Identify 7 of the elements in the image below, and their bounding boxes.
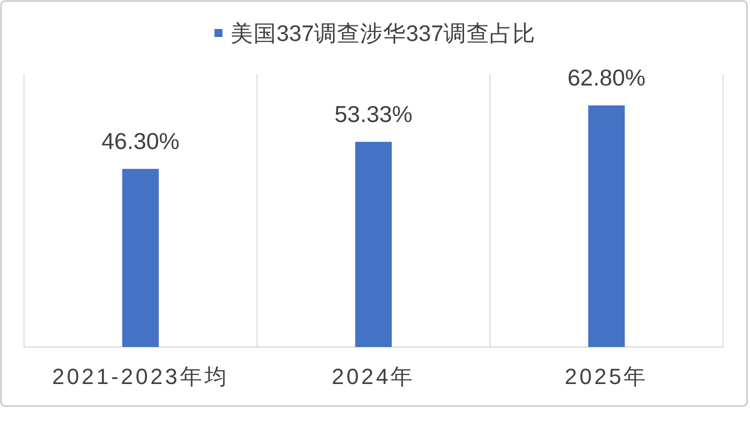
data-label: 53.33% bbox=[334, 100, 412, 127]
x-tick-label: 2025年 bbox=[564, 364, 648, 389]
legend-text: 美国337调查涉华337调查占比 bbox=[230, 21, 536, 46]
data-label: 46.30% bbox=[102, 128, 180, 154]
x-tick-label: 2024年 bbox=[332, 364, 416, 389]
x-tick-label: 2021-2023年均 bbox=[52, 364, 229, 389]
data-label: 62.80% bbox=[568, 64, 646, 90]
